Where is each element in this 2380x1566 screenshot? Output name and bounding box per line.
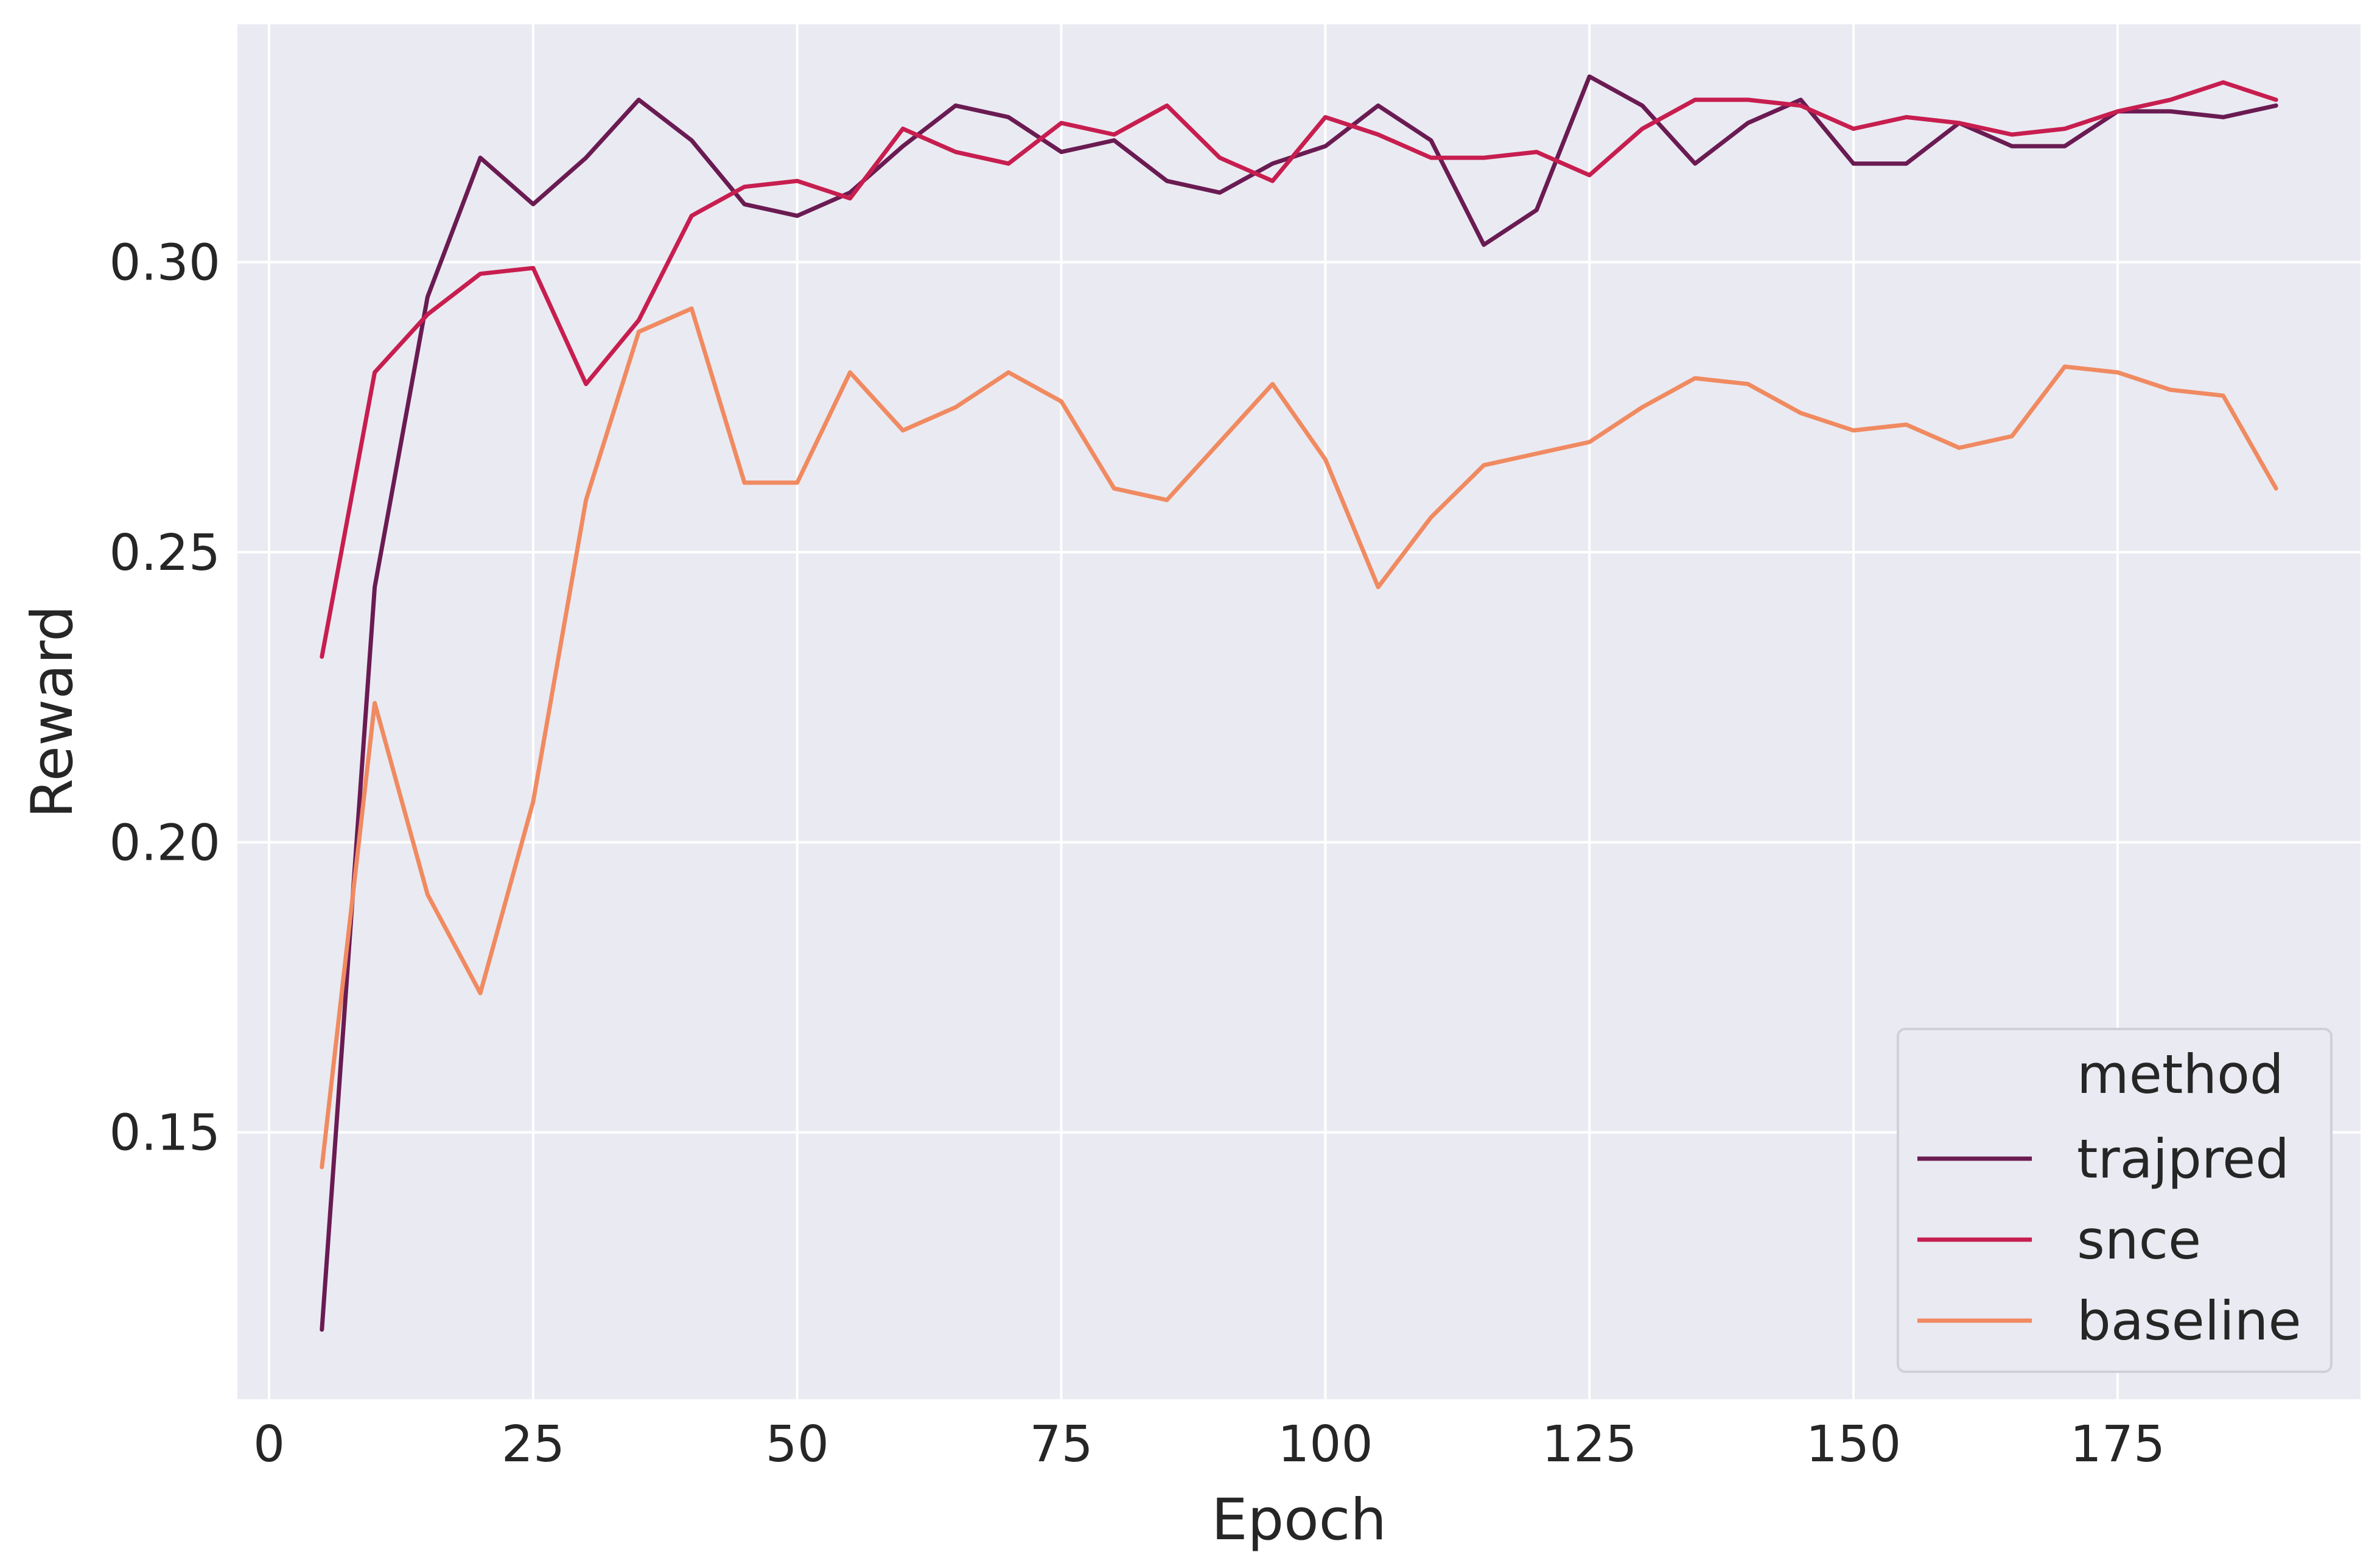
y-tick-label: 0.25	[109, 524, 220, 582]
legend-label-baseline: baseline	[2077, 1290, 2301, 1352]
series-line-snce	[320, 80, 2278, 659]
y-tick-label: 0.15	[109, 1104, 220, 1162]
legend: method trajpred snce baseline	[1897, 1028, 2333, 1373]
legend-box	[1897, 1028, 2333, 1373]
x-tick-label: 75	[1029, 1416, 1093, 1473]
series-lines	[320, 74, 2278, 1332]
series-line-trajpred	[320, 74, 2278, 1332]
x-tick-label: 0	[253, 1416, 285, 1473]
legend-title: method	[2077, 1043, 2284, 1106]
grid-lines	[237, 24, 2361, 1399]
y-tick-labels: 0.15 0.20 0.25 0.30	[109, 234, 220, 1162]
y-tick-label: 0.20	[109, 814, 220, 872]
legend-label-trajpred: trajpred	[2077, 1128, 2289, 1190]
x-tick-label: 175	[2070, 1416, 2166, 1473]
y-axis-label: Reward	[19, 605, 86, 818]
legend-label-snce: snce	[2077, 1209, 2201, 1271]
x-tick-labels: 0 25 50 75 100 125 150 175	[253, 1416, 2165, 1473]
x-tick-label: 50	[766, 1416, 829, 1473]
x-axis-label: Epoch	[1211, 1487, 1387, 1553]
x-tick-label: 150	[1806, 1416, 1902, 1473]
series-line-baseline	[320, 306, 2278, 1170]
x-tick-label: 125	[1542, 1416, 1637, 1473]
x-tick-label: 25	[502, 1416, 565, 1473]
x-tick-label: 100	[1278, 1416, 1373, 1473]
y-tick-label: 0.30	[109, 234, 220, 292]
